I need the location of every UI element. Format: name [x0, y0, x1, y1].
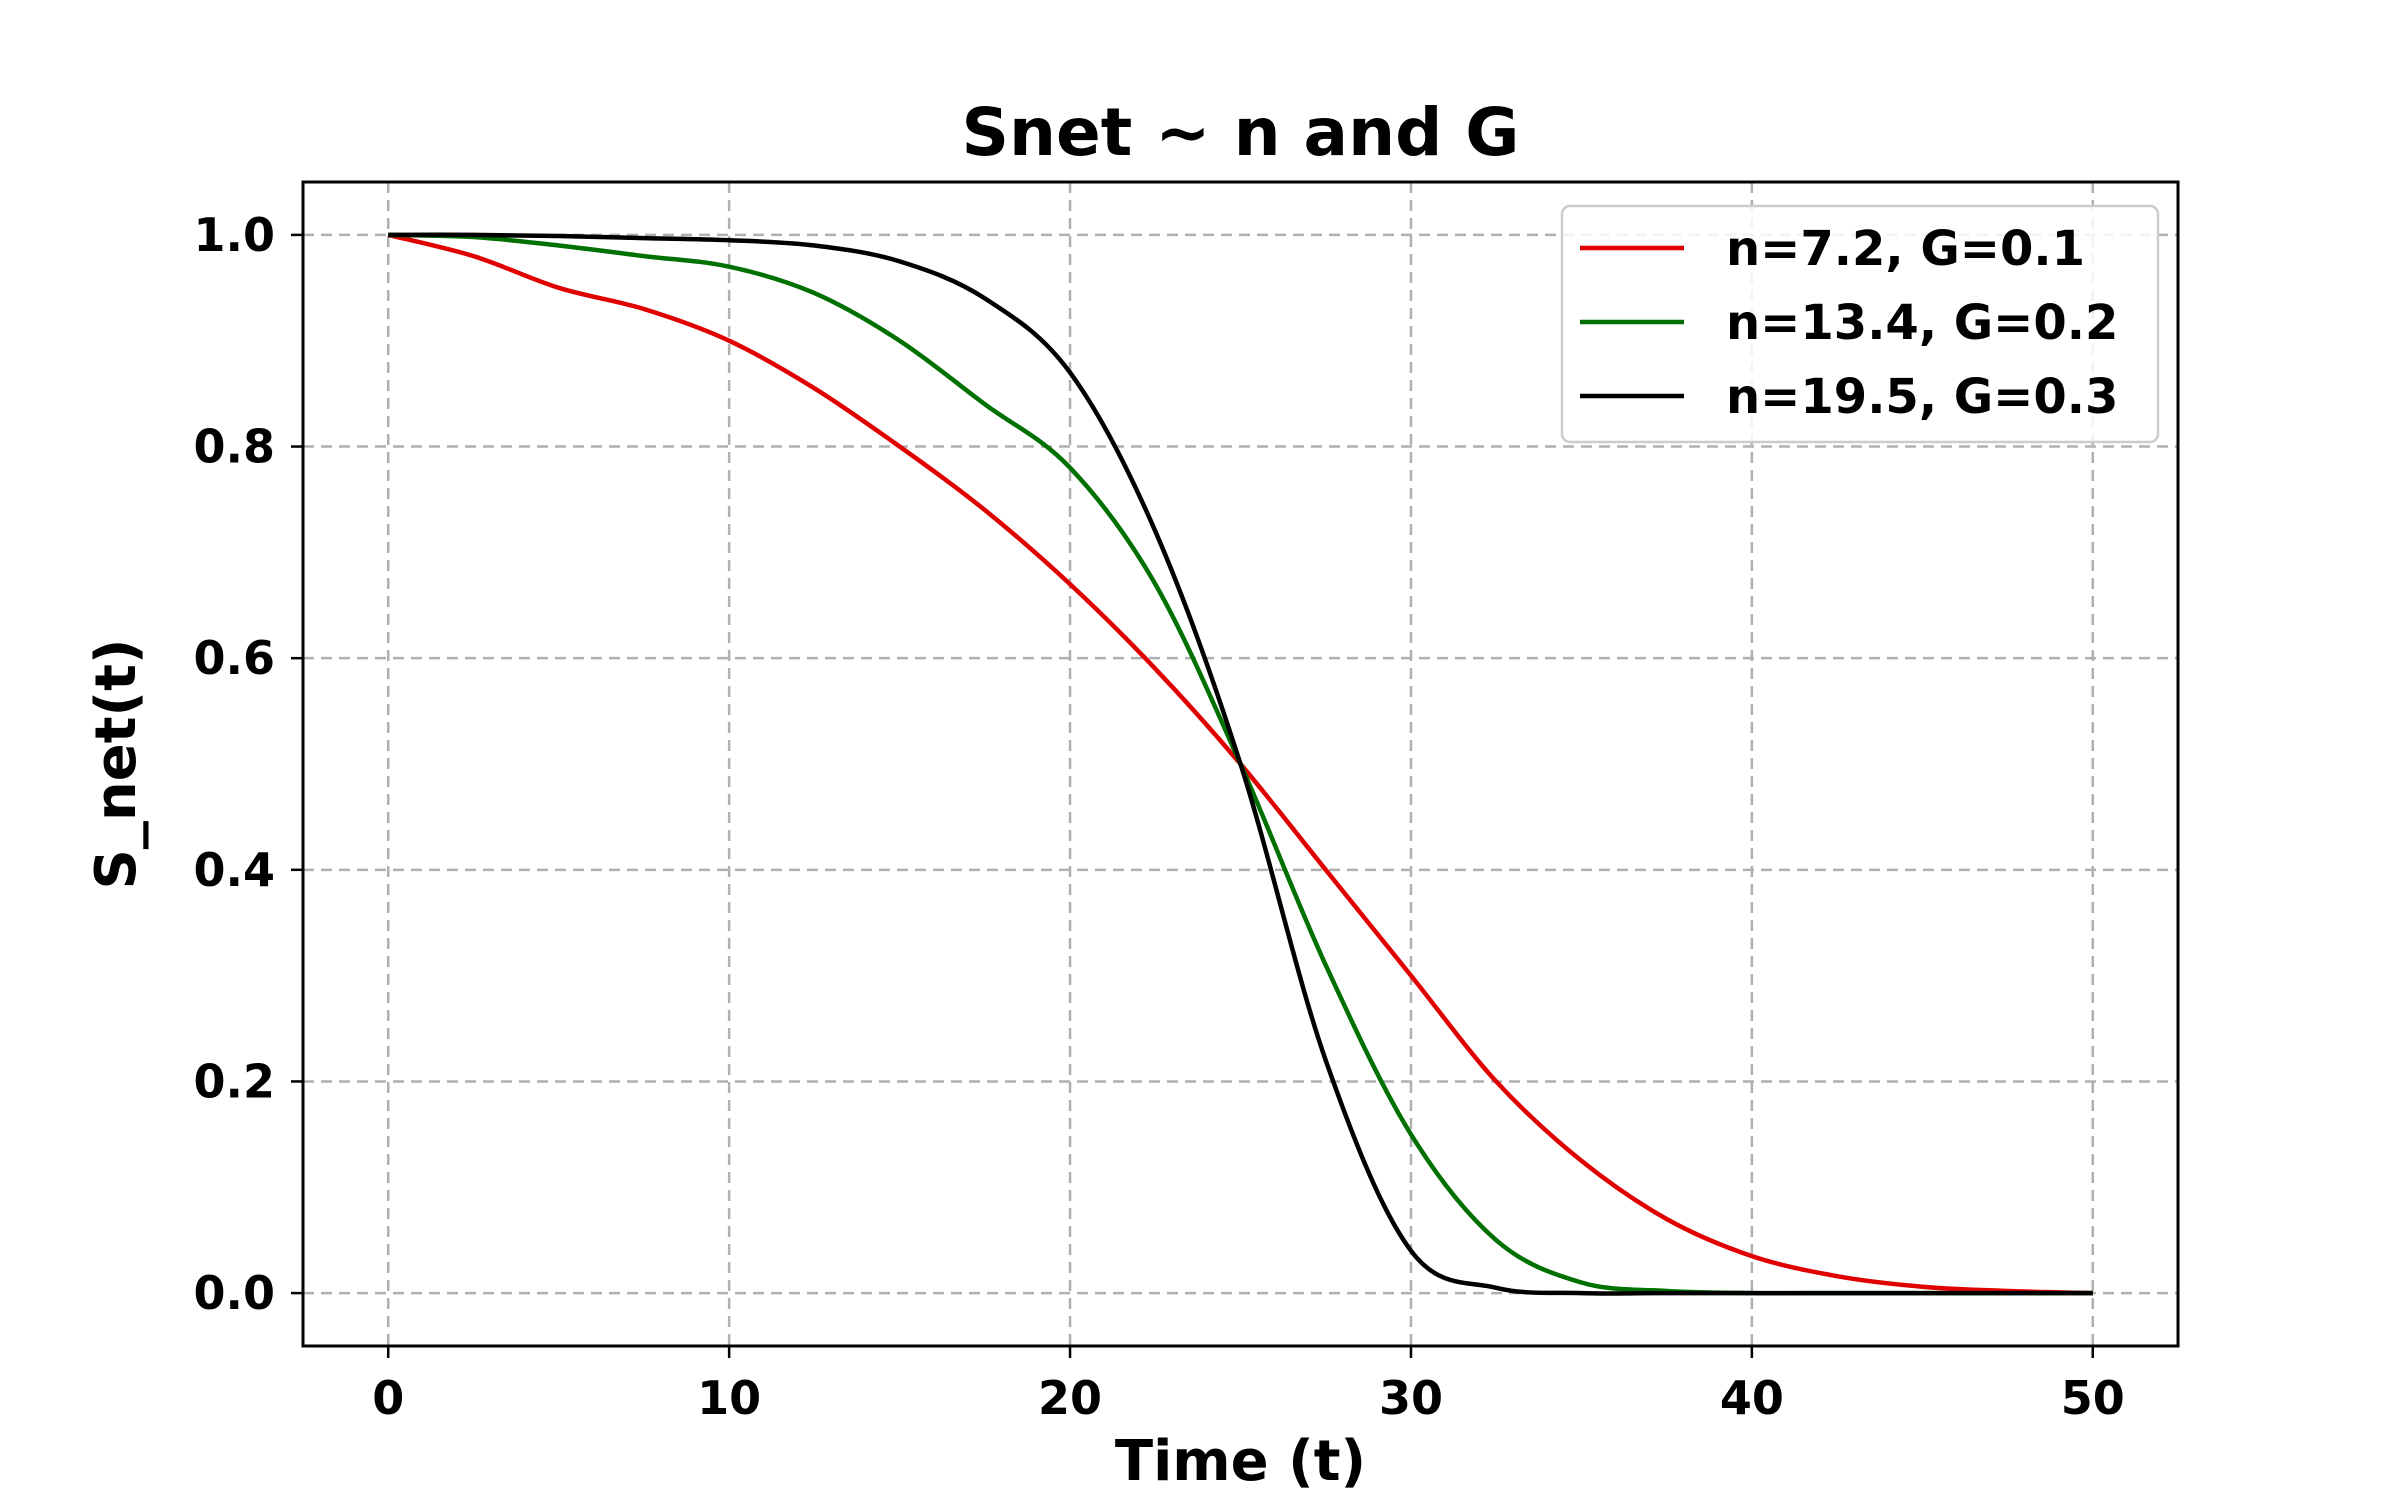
y-tick-label: 0.4	[194, 843, 276, 897]
x-tick-label: 0	[372, 1371, 404, 1425]
x-axis-title: Time (t)	[1115, 1429, 1366, 1494]
legend-box	[1560, 204, 2160, 444]
y-tick-label: 0.2	[194, 1054, 276, 1108]
plot-frame	[301, 180, 2180, 1348]
series-line-3	[388, 232, 2093, 1296]
grid	[303, 182, 2178, 1346]
legend-label: n=19.5, G=0.3	[1726, 369, 2118, 425]
legend-label: n=7.2, G=0.1	[1726, 221, 2085, 277]
legend-label: n=13.4, G=0.2	[1726, 295, 2118, 351]
y-tick-label: 0.8	[194, 420, 276, 474]
x-tick-label: 40	[1720, 1371, 1784, 1425]
x-tick-label: 30	[1379, 1371, 1443, 1425]
legend: n=7.2, G=0.1 n=13.4, G=0.2 n=19.5, G=0.3	[1560, 204, 2160, 444]
y-tick-label: 0.6	[194, 631, 276, 685]
x-tick-label: 10	[697, 1371, 761, 1425]
y-axis-title: S_net(t)	[84, 639, 149, 890]
y-tick-label: 0.0	[194, 1266, 276, 1320]
axis-ticks: 0 10 20 30 40 50 0.0 0.2 0.4 0.6 0.8 1.0	[194, 208, 2125, 1425]
x-tick-label: 20	[1038, 1371, 1102, 1425]
y-tick-label: 1.0	[194, 208, 276, 262]
x-tick-label: 50	[2061, 1371, 2125, 1425]
series-lines	[387, 232, 2093, 1296]
chart-title: Snet ~ n and G	[962, 94, 1520, 171]
